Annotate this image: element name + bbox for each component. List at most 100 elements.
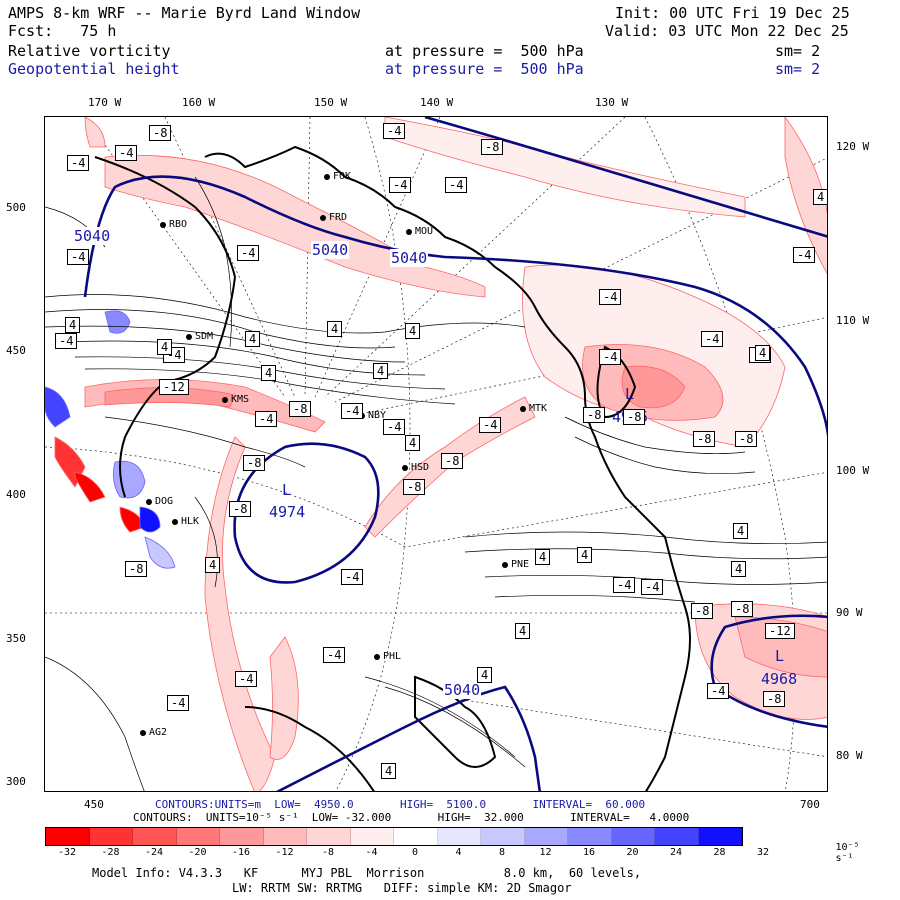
low-center-letter: L <box>625 385 635 403</box>
vorticity-contour-label: -4 <box>599 289 622 305</box>
vorticity-contour-label: -4 <box>383 419 406 435</box>
vorticity-contour-label: 4 <box>327 321 343 337</box>
vorticity-contour-label: -8 <box>693 431 716 447</box>
field2-smoothing: sm= 2 <box>775 60 821 78</box>
station-kms: KMS <box>221 394 250 405</box>
vorticity-contour-label: 4 <box>157 339 173 355</box>
station-mtk: MTK <box>519 403 548 414</box>
height-label: 5040 <box>443 681 482 699</box>
height-label: 5040 <box>311 241 350 259</box>
station-dog: DOG <box>145 496 174 507</box>
vorticity-contour-label: -4 <box>237 245 260 261</box>
colorbar-segment <box>176 828 220 845</box>
top-lon-label: 150 W <box>314 96 348 109</box>
left-y-label: 450 <box>6 344 26 357</box>
vorticity-contour-label: -8 <box>763 691 786 707</box>
colorbar-segment <box>655 828 699 845</box>
vorticity-contour-label: -4 <box>55 333 78 349</box>
station-fok: FOK <box>323 171 352 182</box>
field2-level: at pressure = 500 hPa <box>385 60 584 78</box>
bottom-x-label: 700 <box>800 798 820 811</box>
colorbar-segment <box>263 828 307 845</box>
forecast-hour: Fcst: 75 h <box>8 22 117 40</box>
colorbar-segment <box>89 828 133 845</box>
colorbar-tick-label: 32 <box>756 847 770 858</box>
vorticity-contour-label: -12 <box>159 379 189 395</box>
colorbar-tick-label: -8 <box>321 847 335 858</box>
vorticity-contour-label: -4 <box>235 671 258 687</box>
top-lon-label: 160 W <box>182 96 216 109</box>
colorbar-tick-label: -24 <box>144 847 164 858</box>
colorbar-tick-label: 20 <box>626 847 639 858</box>
vorticity-contour-label: 4 <box>405 435 421 451</box>
colorbar-tick-label: 0 <box>411 847 419 858</box>
colorbar-tick-label: -12 <box>275 847 294 858</box>
vorticity-contour-label: -4 <box>701 331 724 347</box>
vorticity-contour-label: 4 <box>733 523 749 539</box>
station-pne: PNE <box>501 559 530 570</box>
vorticity-contour-label: -4 <box>793 247 816 263</box>
low-center-value: 4974 <box>269 503 306 521</box>
vorticity-contour-label: -4 <box>341 403 364 419</box>
vorticity-contour-label: -4 <box>479 417 502 433</box>
station-hsd: HSD <box>401 462 430 473</box>
height-label: 5040 <box>73 227 112 245</box>
colorbar-segment <box>524 828 568 845</box>
vorticity-contour-label: -4 <box>167 695 190 711</box>
top-lon-label: 140 W <box>420 96 454 109</box>
vorticity-contour-label: -4 <box>255 411 278 427</box>
right-lon-label: 80 W <box>836 749 863 762</box>
vorticity-contour-label: 4 <box>205 557 221 573</box>
vorticity-contour-label: -4 <box>389 177 412 193</box>
colorbar-segment <box>568 828 612 845</box>
colorbar-tick-label: 8 <box>498 847 506 858</box>
vorticity-contour-label: -4 <box>707 683 730 699</box>
colorbar-segment <box>437 828 481 845</box>
colorbar-tick-label: -20 <box>188 847 207 858</box>
vorticity-contour-label: -4 <box>641 579 664 595</box>
right-lon-label: 90 W <box>836 606 863 619</box>
colorbar-segment <box>698 828 742 845</box>
init-time: Init: 00 UTC Fri 19 Dec 25 <box>615 4 850 22</box>
vorticity-contour-info: CONTOURS: UNITS=10⁻⁵ s⁻¹ LOW= -32.000 HI… <box>133 811 690 824</box>
vorticity-contour-label: -8 <box>583 407 606 423</box>
vorticity-contour-label: 4 <box>813 189 827 205</box>
colorbar-segment <box>481 828 525 845</box>
vorticity-contour-label: -8 <box>229 501 252 517</box>
right-lon-label: 100 W <box>836 464 870 477</box>
vorticity-contour-label: -8 <box>243 455 266 471</box>
vorticity-contour-label: -8 <box>403 479 426 495</box>
bottom-x-label: 450 <box>84 798 104 811</box>
vorticity-contour-label: -8 <box>149 125 172 141</box>
vorticity-contour-label: 4 <box>755 345 771 361</box>
left-y-label: 400 <box>6 488 26 501</box>
colorbar-segment <box>611 828 655 845</box>
colorbar-tick-label: 28 <box>713 847 726 858</box>
vorticity-contour-label: -4 <box>67 155 90 171</box>
station-mou: MOU <box>405 226 434 237</box>
height-contour-info: CONTOURS:UNITS=m LOW= 4950.0 HIGH= 5100.… <box>155 798 646 811</box>
left-y-label: 350 <box>6 632 26 645</box>
top-lon-label: 130 W <box>595 96 629 109</box>
vorticity-contour-label: -12 <box>765 623 795 639</box>
field2-name: Geopotential height <box>8 60 180 78</box>
low-center-letter: L <box>775 647 785 665</box>
vorticity-contour-label: -4 <box>599 349 622 365</box>
vorticity-contour-label: -4 <box>67 249 90 265</box>
colorbar-segment <box>350 828 394 845</box>
colorbar-tick-label: 12 <box>539 847 552 858</box>
vorticity-contour-label: 4 <box>405 323 421 339</box>
map-panel[interactable]: FOK FRD MOU RBO SDM KMS NBY MTK HSD DOG … <box>44 116 828 792</box>
right-lon-label: 110 W <box>836 314 870 327</box>
field1-level: at pressure = 500 hPa <box>385 42 584 60</box>
vorticity-contour-label: 4 <box>577 547 593 563</box>
field1-smoothing: sm= 2 <box>775 42 821 60</box>
height-label: 5040 <box>390 249 429 267</box>
vorticity-contour-label: -4 <box>341 569 364 585</box>
left-y-label: 300 <box>6 775 26 788</box>
station-sdm: SDM <box>185 331 214 342</box>
colorbar-tick-label: 16 <box>582 847 596 858</box>
vorticity-contour-label: -4 <box>613 577 636 593</box>
vorticity-contour-label: -8 <box>481 139 504 155</box>
colorbar-tick-label: 4 <box>455 847 462 858</box>
